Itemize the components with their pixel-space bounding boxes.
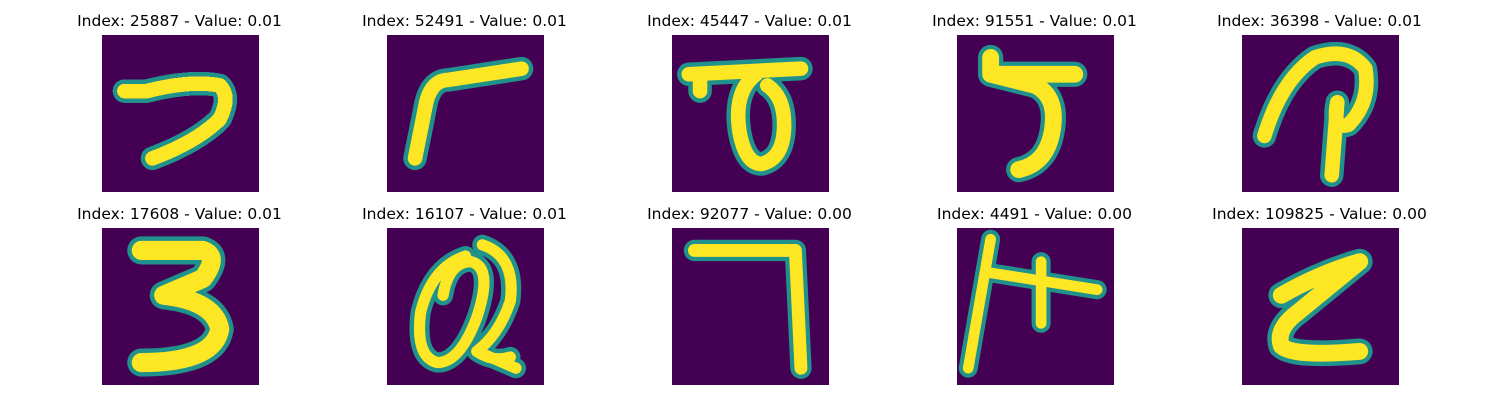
cell-title: Index: 17608 - Value: 0.01 <box>77 205 282 223</box>
grid-cell-8: Index: 92077 - Value: 0.00 <box>607 193 892 385</box>
digit-image <box>102 35 259 192</box>
grid-cell-6: Index: 17608 - Value: 0.01 <box>37 193 322 385</box>
cell-title: Index: 92077 - Value: 0.00 <box>647 205 852 223</box>
digit-image <box>957 228 1114 385</box>
digit-image <box>672 35 829 192</box>
grid-cell-7: Index: 16107 - Value: 0.01 <box>322 193 607 385</box>
digit-image <box>387 35 544 192</box>
cell-title: Index: 36398 - Value: 0.01 <box>1217 12 1422 30</box>
digit-image <box>1242 35 1399 192</box>
cell-title: Index: 25887 - Value: 0.01 <box>77 12 282 30</box>
grid-cell-4: Index: 91551 - Value: 0.01 <box>892 0 1177 192</box>
cell-title: Index: 91551 - Value: 0.01 <box>932 12 1137 30</box>
cell-title: Index: 45447 - Value: 0.01 <box>647 12 852 30</box>
cell-title: Index: 16107 - Value: 0.01 <box>362 205 567 223</box>
grid-cell-2: Index: 52491 - Value: 0.01 <box>322 0 607 192</box>
digit-image <box>957 35 1114 192</box>
grid-cell-10: Index: 109825 - Value: 0.00 <box>1177 193 1462 385</box>
grid-cell-1: Index: 25887 - Value: 0.01 <box>37 0 322 192</box>
grid-cell-5: Index: 36398 - Value: 0.01 <box>1177 0 1462 192</box>
digit-image <box>387 228 544 385</box>
cell-title: Index: 4491 - Value: 0.00 <box>937 205 1132 223</box>
grid-cell-3: Index: 45447 - Value: 0.01 <box>607 0 892 192</box>
digit-image <box>102 228 259 385</box>
digit-image <box>1242 228 1399 385</box>
digit-image <box>672 228 829 385</box>
cell-title: Index: 109825 - Value: 0.00 <box>1212 205 1427 223</box>
grid-cell-9: Index: 4491 - Value: 0.00 <box>892 193 1177 385</box>
cell-title: Index: 52491 - Value: 0.01 <box>362 12 567 30</box>
